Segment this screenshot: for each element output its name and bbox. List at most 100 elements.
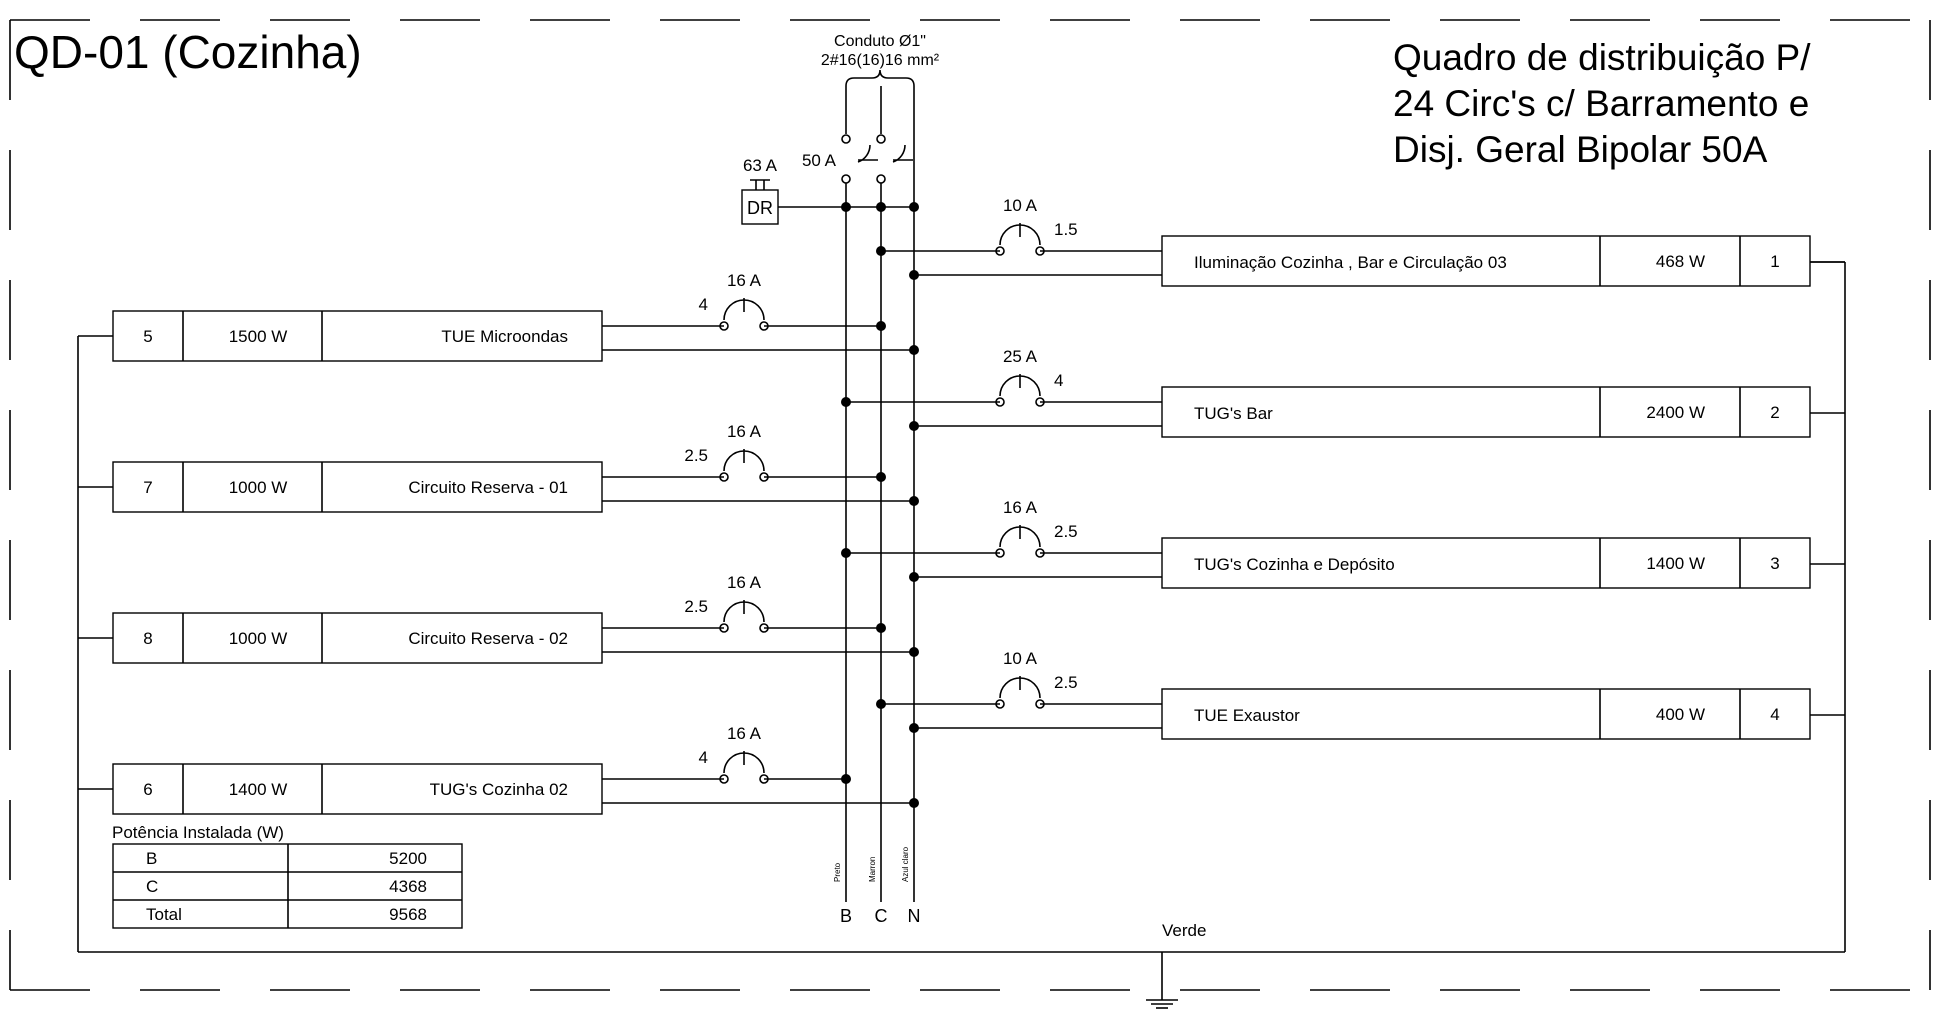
circuit-row-box: [112, 310, 603, 362]
circuit-power: 1500 W: [229, 327, 288, 346]
breaker-rating: 25 A: [1003, 347, 1038, 366]
breaker-contact: [995, 246, 1005, 256]
breaker-contact: [1035, 397, 1045, 407]
power-table-value-c: 4368: [389, 877, 427, 896]
circuit-1: 10 A 1.5 Iluminação Cozinha , Bar e Circul…: [876, 196, 1845, 287]
panel-description-line-1: Quadro de distribuição P/: [1393, 37, 1811, 78]
circuit-description: Iluminação Cozinha , Bar e Circulação 03: [1194, 253, 1507, 272]
breaker-contact: [759, 623, 769, 633]
circuit-row-box: [112, 763, 603, 815]
wire-gauge: 4: [699, 748, 708, 767]
bus-b-label: B: [840, 906, 852, 926]
wire-gauge: 2.5: [684, 597, 708, 616]
wire-gauge: 2.5: [684, 446, 708, 465]
power-table-value-total: 9568: [389, 905, 427, 924]
circuit-description: TUG's Cozinha e Depósito: [1194, 555, 1395, 574]
circuit-row-box: [1161, 688, 1811, 740]
circuit-5: 16 A 4 5 1500 W TUE Microondas: [78, 271, 919, 362]
main-feed: Conduto Ø1" 2#16(16)16 mm² 50 A 63 A DR: [741, 33, 940, 225]
bus-c-color: Marron: [868, 857, 877, 882]
wire-gauge: 2.5: [1054, 673, 1078, 692]
circuit-power: 400 W: [1656, 705, 1705, 724]
breaker-contact: [719, 321, 729, 331]
power-table-title: Potência Instalada (W): [112, 823, 284, 842]
wire-gauge: 4: [1054, 371, 1063, 390]
circuit-row-box: [1161, 537, 1811, 589]
circuit-description: TUG's Cozinha 02: [430, 780, 568, 799]
breaker-contact: [719, 774, 729, 784]
breaker-rating: 16 A: [727, 271, 762, 290]
circuit-power: 1000 W: [229, 478, 288, 497]
right-circuits: 10 A 1.5 Iluminação Cozinha , Bar e Circul…: [841, 196, 1845, 740]
bus-b-color: Preto: [833, 862, 842, 882]
main-breaker-rating: 50 A: [802, 151, 837, 170]
breaker-rating: 16 A: [727, 573, 762, 592]
breaker-contact: [1035, 548, 1045, 558]
breaker-rating: 16 A: [727, 724, 762, 743]
wire-gauge: 2.5: [1054, 522, 1078, 541]
breaker-contact: [759, 774, 769, 784]
bus-n-label: N: [908, 906, 921, 926]
breaker-contact: [1035, 699, 1045, 709]
dr-label: DR: [747, 198, 773, 218]
circuit-description: Circuito Reserva - 02: [408, 629, 568, 648]
circuit-6: 16 A 4 6 1400 W TUG's Cozinha 02: [78, 724, 919, 815]
circuit-number: 5: [143, 327, 152, 346]
breaker-contact: [759, 321, 769, 331]
circuit-row-box: [112, 461, 603, 513]
breaker-contact: [759, 472, 769, 482]
bus-bars: Preto Marron Azul claro B C N: [833, 202, 921, 926]
dr-rating: 63 A: [743, 156, 778, 175]
circuit-number: 3: [1770, 554, 1779, 573]
circuit-description: Circuito Reserva - 01: [408, 478, 568, 497]
breaker-rating: 16 A: [727, 422, 762, 441]
breaker-rating: 16 A: [1003, 498, 1038, 517]
dr-device: [741, 189, 779, 225]
circuit-description: TUG's Bar: [1194, 404, 1273, 423]
circuit-7: 16 A 2.5 7 1000 W Circuito Reserva - 01: [78, 422, 919, 513]
power-table-phase-total: Total: [146, 905, 182, 924]
power-table-phase-b: B: [146, 849, 157, 868]
breaker-contact: [719, 623, 729, 633]
drawing-frame: [9, 19, 1931, 991]
panel-description-line-3: Disj. Geral Bipolar 50A: [1393, 129, 1768, 170]
circuit-description: TUE Exaustor: [1194, 706, 1300, 725]
circuit-power: 1400 W: [1646, 554, 1705, 573]
bus-n-color: Azul claro: [901, 846, 910, 882]
wire-gauge: 4: [699, 295, 708, 314]
power-table-value-b: 5200: [389, 849, 427, 868]
circuit-power: 1000 W: [229, 629, 288, 648]
circuit-number: 4: [1770, 705, 1779, 724]
power-table: Potência Instalada (W) B 5200 C 4368 Tot…: [112, 823, 463, 929]
circuit-number: 7: [143, 478, 152, 497]
circuit-row-box: [1161, 386, 1811, 438]
circuit-row-box: [1161, 235, 1811, 287]
left-circuits: 16 A 4 5 1500 W TUE Microondas 16 A 2.5 7 1000 W…: [78, 271, 919, 815]
circuit-8: 16 A 2.5 8 1000 W Circuito Reserva - 02: [78, 573, 919, 664]
cable-label: 2#16(16)16 mm²: [821, 52, 940, 69]
panel-description-line-2: 24 Circ's c/ Barramento e: [1393, 83, 1809, 124]
circuit-number: 1: [1770, 252, 1779, 271]
circuit-power: 2400 W: [1646, 403, 1705, 422]
circuit-number: 8: [143, 629, 152, 648]
breaker-contact: [719, 472, 729, 482]
circuit-number: 2: [1770, 403, 1779, 422]
wire-gauge: 1.5: [1054, 220, 1078, 239]
breaker-contact: [995, 548, 1005, 558]
breaker-contact: [1035, 246, 1045, 256]
breaker-rating: 10 A: [1003, 649, 1038, 668]
breaker-contact: [995, 699, 1005, 709]
conduit-label: Conduto Ø1": [834, 33, 926, 50]
circuit-3: 16 A 2.5 TUG's Cozinha e Depósito 1400 W 3: [841, 498, 1845, 589]
panel-name: QD-01 (Cozinha): [14, 26, 362, 78]
circuit-2: 25 A 4 TUG's Bar 2400 W 2: [841, 347, 1845, 438]
circuit-4: 10 A 2.5 TUE Exaustor 400 W 4: [876, 649, 1845, 740]
breaker-contact: [995, 397, 1005, 407]
circuit-power: 1400 W: [229, 780, 288, 799]
bus-c-label: C: [875, 906, 888, 926]
circuit-description: TUE Microondas: [441, 327, 568, 346]
cable-brace: [845, 69, 915, 87]
circuit-power: 468 W: [1656, 252, 1705, 271]
ground-conductor: Verde: [77, 261, 1846, 1009]
